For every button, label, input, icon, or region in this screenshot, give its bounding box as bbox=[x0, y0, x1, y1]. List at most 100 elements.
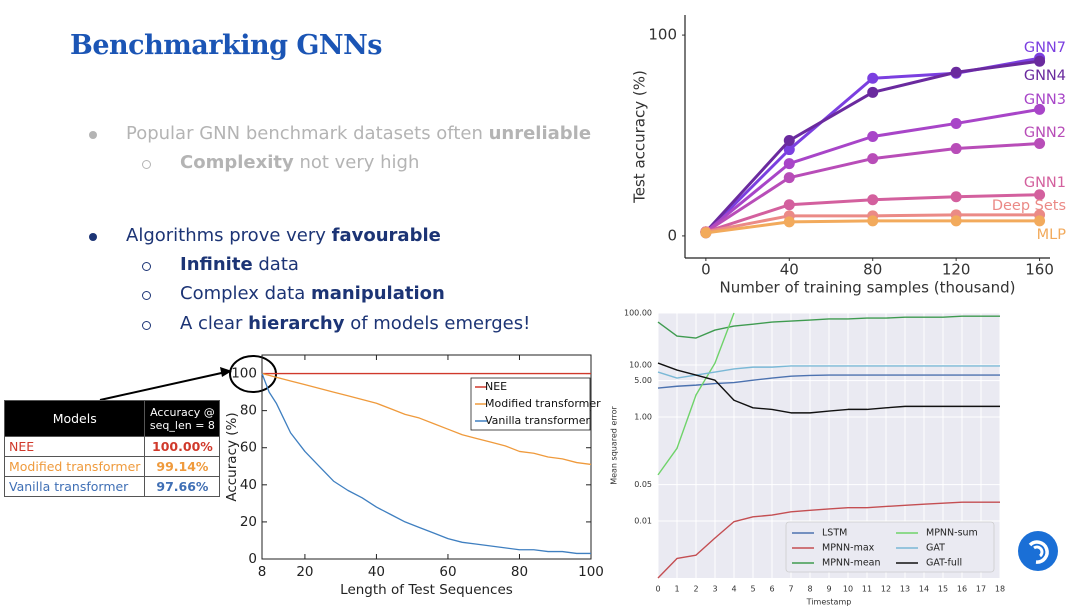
logo bbox=[1018, 531, 1058, 571]
point bbox=[783, 172, 795, 184]
y-tick-label: 20 bbox=[240, 514, 257, 530]
bullet-text: A clear bbox=[180, 313, 249, 334]
series-line bbox=[657, 315, 1000, 339]
y-tick-label: 0 bbox=[248, 551, 257, 567]
point bbox=[950, 117, 962, 129]
legend-box bbox=[470, 377, 591, 431]
table-row: NEE 100.00% bbox=[3, 436, 221, 457]
x-tick-label: 60 bbox=[439, 564, 456, 580]
bullet-marker bbox=[142, 160, 151, 169]
point bbox=[950, 143, 962, 155]
x-tick-label: 3 bbox=[712, 585, 717, 594]
bullet-text: Popular GNN benchmark datasets often bbox=[126, 123, 489, 144]
x-tick-label: 2 bbox=[693, 585, 698, 594]
y-tick-label: 1.00 bbox=[634, 412, 652, 421]
cell: Vanilla transformer bbox=[3, 476, 146, 497]
point bbox=[1034, 103, 1046, 115]
x-tick-label: 1 bbox=[674, 585, 679, 594]
legend-label: GNN3 bbox=[1024, 92, 1066, 108]
point bbox=[783, 144, 795, 156]
point bbox=[783, 199, 795, 211]
table-row: Modified transformer 99.14% bbox=[3, 456, 221, 477]
x-tick-label: 100 bbox=[578, 564, 604, 580]
x-tick-label: 13 bbox=[900, 585, 910, 594]
bullet-text: hierarchy bbox=[248, 313, 345, 334]
y-tick-label: 40 bbox=[240, 477, 257, 493]
x-tick-label: 40 bbox=[368, 564, 385, 580]
point bbox=[950, 66, 962, 78]
bullet-marker bbox=[142, 321, 151, 330]
x-tick-label: 160 bbox=[1025, 261, 1054, 279]
y-axis-label: Test accuracy (%) bbox=[631, 70, 649, 204]
point bbox=[700, 227, 712, 239]
legend-label: Deep Sets bbox=[992, 198, 1066, 214]
sub-bullet: Complex data manipulation bbox=[180, 283, 445, 304]
bullet-marker bbox=[89, 131, 97, 139]
x-tick-label: 0 bbox=[701, 261, 711, 279]
cell: NEE bbox=[3, 436, 146, 457]
x-tick-label: 18 bbox=[995, 585, 1005, 594]
legend-label: GNN1 bbox=[1024, 175, 1066, 191]
sub-bullet: Infinite data bbox=[180, 254, 299, 275]
x-tick-label: 15 bbox=[938, 585, 948, 594]
cell: Modified transformer bbox=[3, 456, 146, 477]
point bbox=[867, 72, 879, 84]
y-tick-label: 80 bbox=[240, 403, 257, 419]
legend-label: GNN4 bbox=[1024, 68, 1066, 84]
point bbox=[783, 158, 795, 170]
legend-label: Vanilla transformer bbox=[485, 414, 590, 427]
x-tick-label: 9 bbox=[826, 585, 831, 594]
x-tick-label: 10 bbox=[843, 585, 853, 594]
x-tick-label: 6 bbox=[769, 585, 774, 594]
series-line bbox=[261, 373, 591, 555]
bullet-marker bbox=[142, 291, 151, 300]
bullet-marker bbox=[89, 233, 97, 241]
y-axis-label: Accuracy (%) bbox=[224, 412, 240, 501]
x-tick-label: 16 bbox=[957, 585, 967, 594]
series-line bbox=[261, 372, 592, 466]
y-tick-label: 100 bbox=[231, 366, 257, 382]
cell: 100.00% bbox=[144, 436, 221, 457]
series-line bbox=[657, 312, 735, 476]
legend-label: NEE bbox=[485, 380, 507, 393]
bullet-text: unreliable bbox=[488, 123, 592, 144]
results-table: Models Accuracy @ seq_len = 8 NEE 100.00%… bbox=[3, 400, 221, 497]
x-axis-label: Timestamp bbox=[806, 598, 852, 607]
y-tick-label: 10.00 bbox=[629, 360, 652, 369]
point bbox=[867, 194, 879, 206]
x-tick-label: 40 bbox=[780, 261, 799, 279]
x-tick-label: 8 bbox=[807, 585, 812, 594]
legend-label: GAT bbox=[926, 543, 945, 554]
x-tick-label: 0 bbox=[655, 585, 660, 594]
bullet-text: not very high bbox=[293, 152, 420, 173]
y-tick-label: 0 bbox=[667, 226, 677, 244]
bullet-text: Complexity bbox=[180, 152, 294, 173]
x-tick-label: 8 bbox=[258, 564, 267, 580]
x-axis-label: Number of training samples (thousand) bbox=[719, 279, 1015, 297]
x-tick-label: 12 bbox=[881, 585, 891, 594]
plot-frame bbox=[261, 354, 592, 560]
x-tick-label: 20 bbox=[296, 564, 313, 580]
point bbox=[783, 216, 795, 228]
x-tick-label: 14 bbox=[919, 585, 929, 594]
x-tick-label: 7 bbox=[788, 585, 793, 594]
point bbox=[1034, 189, 1046, 201]
header-cell: Models bbox=[3, 400, 146, 437]
point bbox=[950, 215, 962, 227]
logo-swirl bbox=[1028, 540, 1049, 564]
legend-label: MPNN-mean bbox=[822, 558, 881, 569]
bullet-marker bbox=[142, 262, 151, 271]
y-tick-label: 0.01 bbox=[634, 516, 652, 525]
x-tick-label: 80 bbox=[511, 564, 528, 580]
point bbox=[867, 153, 879, 165]
header-cell: Accuracy @ seq_len = 8 bbox=[144, 400, 221, 437]
bullet-text: Algorithms prove very bbox=[126, 225, 332, 246]
point bbox=[950, 191, 962, 203]
point bbox=[867, 131, 879, 142]
x-tick-label: 4 bbox=[731, 585, 736, 594]
bullet: Popular GNN benchmark datasets often unr… bbox=[126, 123, 591, 144]
x-tick-label: 120 bbox=[942, 261, 971, 279]
y-tick-label: 5.00 bbox=[634, 376, 652, 385]
arrow-head bbox=[220, 367, 232, 377]
